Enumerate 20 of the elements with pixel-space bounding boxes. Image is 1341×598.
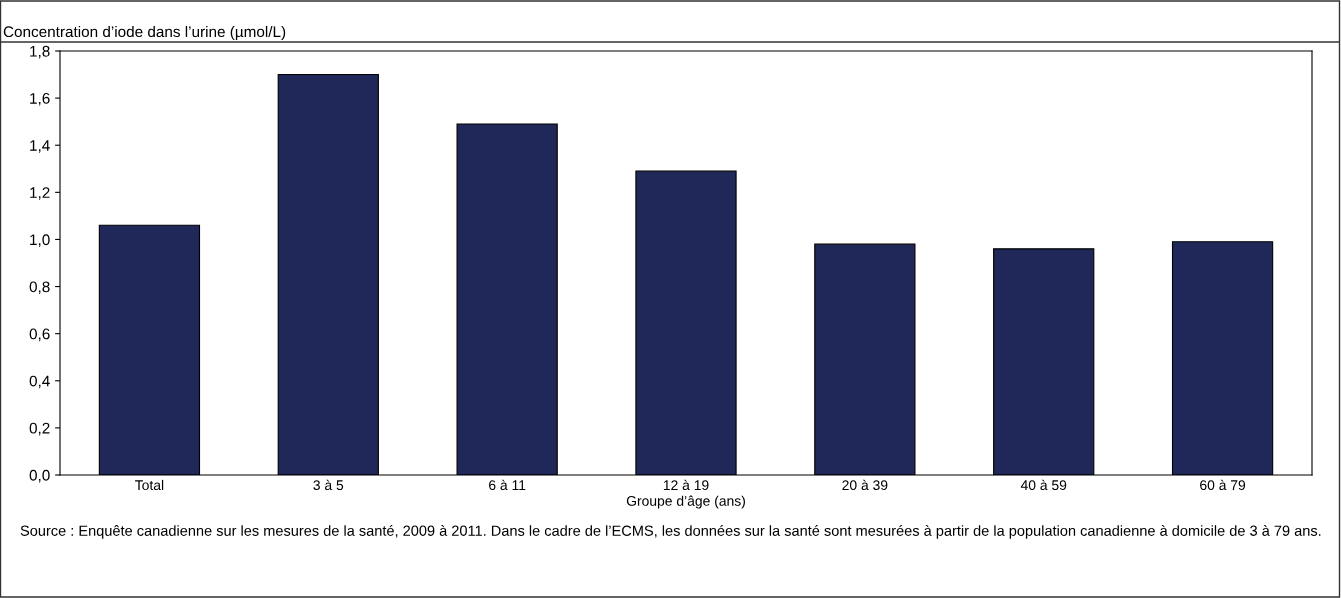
y-tick-label: 0,0 <box>29 469 50 483</box>
x-tick-label: 60 à 79 <box>1200 479 1246 491</box>
x-axis-title: Groupe d’âge (ans) <box>626 495 745 509</box>
y-tick-label: 0,6 <box>29 328 50 342</box>
source-note: Source : Enquête canadienne sur les mesures de la santé, 2009 à 2011. Dans le cadre de l’ECMS, les données sur la santé sont mesurées à partir de la population canadienne à domicile de 3 à 79 ans. <box>20 525 1321 539</box>
y-tick-label: 1,2 <box>30 187 50 200</box>
x-tick-label: 3 à 5 <box>313 479 344 491</box>
y-tick-label: 0,2 <box>29 422 50 436</box>
y-axis-title: Concentration d’iode dans l’urine (µmol/L) <box>3 25 286 41</box>
y-tick-label: 1,0 <box>30 234 50 247</box>
x-tick-label: 40 à 59 <box>1020 479 1067 491</box>
y-tick-label: 1,8 <box>30 45 50 59</box>
x-tick-label: Total <box>135 479 164 491</box>
x-tick-label: 20 à 39 <box>842 479 888 491</box>
y-tick-label: 1,4 <box>30 140 50 153</box>
y-tick-label: 1,6 <box>30 92 50 106</box>
y-tick-label: 0,4 <box>29 375 50 389</box>
x-tick-label: 12 à 19 <box>663 479 709 491</box>
y-tick-label: 0,8 <box>29 281 50 295</box>
x-tick-label: 6 à 11 <box>489 479 526 491</box>
